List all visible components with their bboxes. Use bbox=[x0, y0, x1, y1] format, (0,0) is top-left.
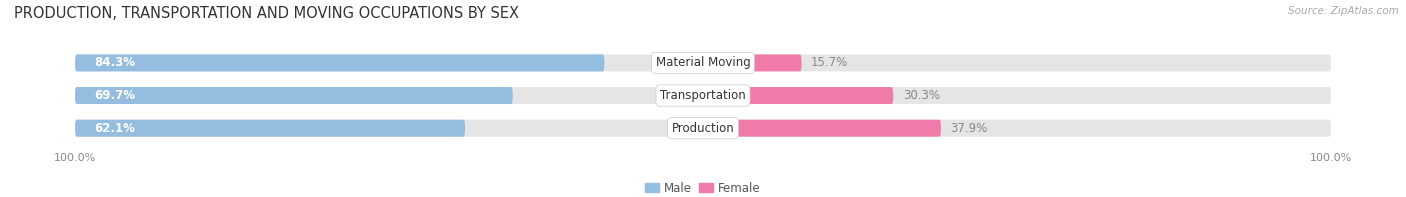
Text: 15.7%: 15.7% bbox=[811, 56, 848, 69]
Text: 62.1%: 62.1% bbox=[94, 122, 135, 135]
Text: Transportation: Transportation bbox=[661, 89, 745, 102]
Text: Material Moving: Material Moving bbox=[655, 56, 751, 69]
Text: PRODUCTION, TRANSPORTATION AND MOVING OCCUPATIONS BY SEX: PRODUCTION, TRANSPORTATION AND MOVING OC… bbox=[14, 6, 519, 21]
Text: Source: ZipAtlas.com: Source: ZipAtlas.com bbox=[1288, 6, 1399, 16]
Text: 84.3%: 84.3% bbox=[94, 56, 135, 69]
FancyBboxPatch shape bbox=[75, 87, 1331, 104]
FancyBboxPatch shape bbox=[75, 54, 605, 71]
Legend: Male, Female: Male, Female bbox=[641, 177, 765, 197]
FancyBboxPatch shape bbox=[703, 87, 893, 104]
FancyBboxPatch shape bbox=[75, 54, 1331, 71]
Text: 37.9%: 37.9% bbox=[950, 122, 987, 135]
FancyBboxPatch shape bbox=[75, 120, 1331, 137]
FancyBboxPatch shape bbox=[703, 120, 941, 137]
Text: 30.3%: 30.3% bbox=[903, 89, 939, 102]
FancyBboxPatch shape bbox=[75, 87, 513, 104]
Text: 69.7%: 69.7% bbox=[94, 89, 135, 102]
FancyBboxPatch shape bbox=[703, 54, 801, 71]
Text: Production: Production bbox=[672, 122, 734, 135]
FancyBboxPatch shape bbox=[75, 120, 465, 137]
